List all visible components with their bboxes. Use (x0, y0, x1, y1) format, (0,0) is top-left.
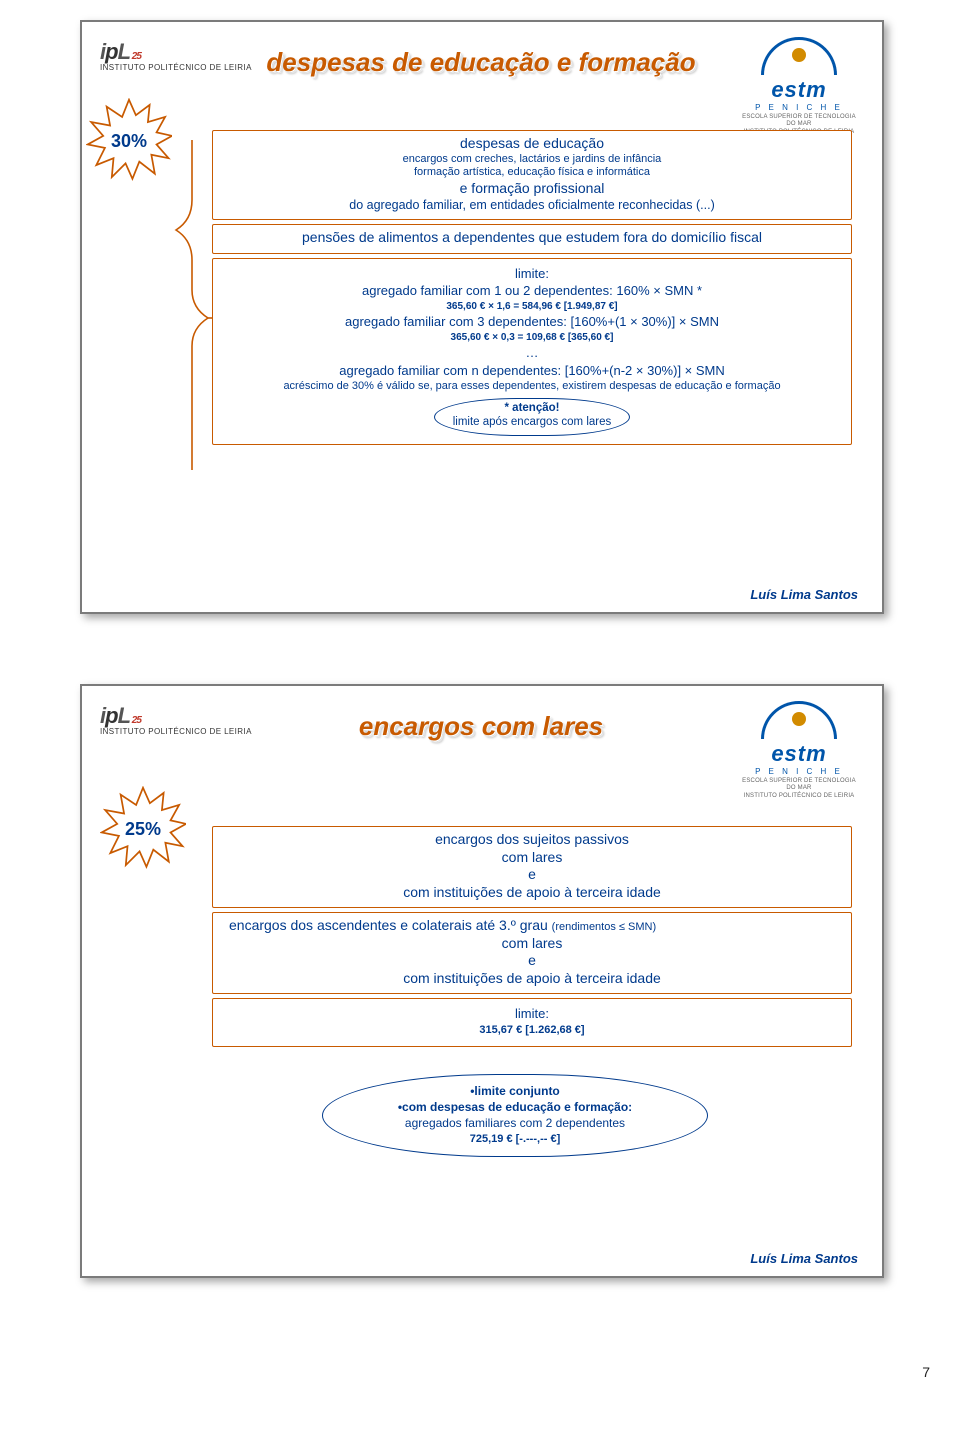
callout-line: •limite conjunto (345, 1083, 685, 1099)
text-line: encargos dos sujeitos passivos (223, 831, 841, 849)
text-line: agregado familiar com 1 ou 2 dependentes… (223, 282, 841, 300)
logo-estm-peniche: P E N I C H E (740, 767, 858, 776)
text-line: e (223, 866, 841, 884)
text-limite-head: limite: (223, 265, 841, 283)
text-limite-val: 315,67 € [1.262,68 €] (223, 1023, 841, 1038)
text-line: acréscimo de 30% é válido se, para esses… (223, 379, 841, 394)
text-calc: 365,60 € × 1,6 = 584,96 € [1.949,87 €] (223, 300, 841, 314)
logo-estm-sub1: ESCOLA SUPERIOR DE TECNOLOGIA DO MAR (740, 778, 858, 791)
text-dots: … (223, 344, 841, 362)
text-line: encargos dos ascendentes e colaterais at… (229, 917, 552, 933)
text-line: do agregado familiar, em entidades ofici… (223, 198, 841, 214)
text-line: encargos com creches, lactários e jardin… (223, 153, 841, 167)
slide-title: despesas de educação e formação despesas… (82, 48, 882, 79)
box-pensoes: pensões de alimentos a dependentes que e… (212, 224, 852, 254)
text-line: despesas de educação (223, 135, 841, 153)
callout-line: 725,19 € [-.---,-- €] (345, 1132, 685, 1147)
box-encargos-ascendentes: encargos dos ascendentes e colaterais at… (212, 912, 852, 994)
text-line: com lares (223, 935, 841, 953)
logo-estm-peniche: P E N I C H E (740, 103, 858, 112)
callout-line: * atenção! (453, 402, 612, 416)
starburst-30: 30% (86, 98, 172, 184)
text-small: (rendimentos ≤ SMN) (552, 921, 656, 933)
text-line: e formação profissional (223, 180, 841, 198)
callout-line: agregados familiares com 2 dependentes (345, 1115, 685, 1131)
starburst-value: 30% (111, 131, 147, 152)
starburst-value: 25% (125, 819, 161, 840)
slide-title: encargos com lares encargos com lares (82, 712, 882, 743)
slide-educacao: ipL 25 INSTITUTO POLITÉCNICO DE LEIRIA e… (80, 20, 884, 614)
text-line: pensões de alimentos a dependentes que e… (302, 229, 762, 245)
text-line: e (223, 952, 841, 970)
callout-limite-conjunto: •limite conjunto •com despesas de educaç… (322, 1074, 708, 1157)
text-line: agregado familiar com n dependentes: [16… (223, 362, 841, 380)
text-limite-head: limite: (223, 1005, 841, 1023)
text-line: com instituições de apoio à terceira ida… (223, 884, 841, 902)
starburst-25: 25% (100, 786, 186, 872)
box-encargos-sujeitos: encargos dos sujeitos passivos com lares… (212, 826, 852, 908)
slide-lares: ipL 25 INSTITUTO POLITÉCNICO DE LEIRIA e… (80, 684, 884, 1278)
callout-line: limite após encargos com lares (453, 416, 612, 430)
box-despesas-educacao: despesas de educação encargos com creche… (212, 130, 852, 220)
text-calc: 365,60 € × 0,3 = 109,68 € [365,60 €] (223, 331, 841, 345)
page-number: 7 (922, 1364, 930, 1380)
logo-estm-text: estm (740, 741, 858, 767)
text-line: com lares (223, 849, 841, 867)
callout-line: •com despesas de educação e formação: (345, 1099, 685, 1115)
callout-atencao: * atenção! limite após encargos com lare… (434, 398, 631, 436)
box-limite-1: limite: agregado familiar com 1 ou 2 dep… (212, 258, 852, 445)
content-boxes-2: encargos dos sujeitos passivos com lares… (212, 826, 852, 1047)
slide-footer: Luís Lima Santos (750, 587, 858, 602)
content-boxes-1: despesas de educação encargos com creche… (212, 130, 852, 445)
logo-estm-sub2: INSTITUTO POLITÉCNICO DE LEIRIA (740, 793, 858, 800)
text-line: formação artística, educação física e in… (223, 166, 841, 180)
text-line: agregado familiar com 3 dependentes: [16… (223, 313, 841, 331)
text-line: com instituições de apoio à terceira ida… (223, 970, 841, 988)
logo-estm-sub1: ESCOLA SUPERIOR DE TECNOLOGIA DO MAR (740, 114, 858, 127)
slide-footer: Luís Lima Santos (750, 1251, 858, 1266)
box-limite-2: limite: 315,67 € [1.262,68 €] (212, 998, 852, 1046)
logo-estm-text: estm (740, 77, 858, 103)
